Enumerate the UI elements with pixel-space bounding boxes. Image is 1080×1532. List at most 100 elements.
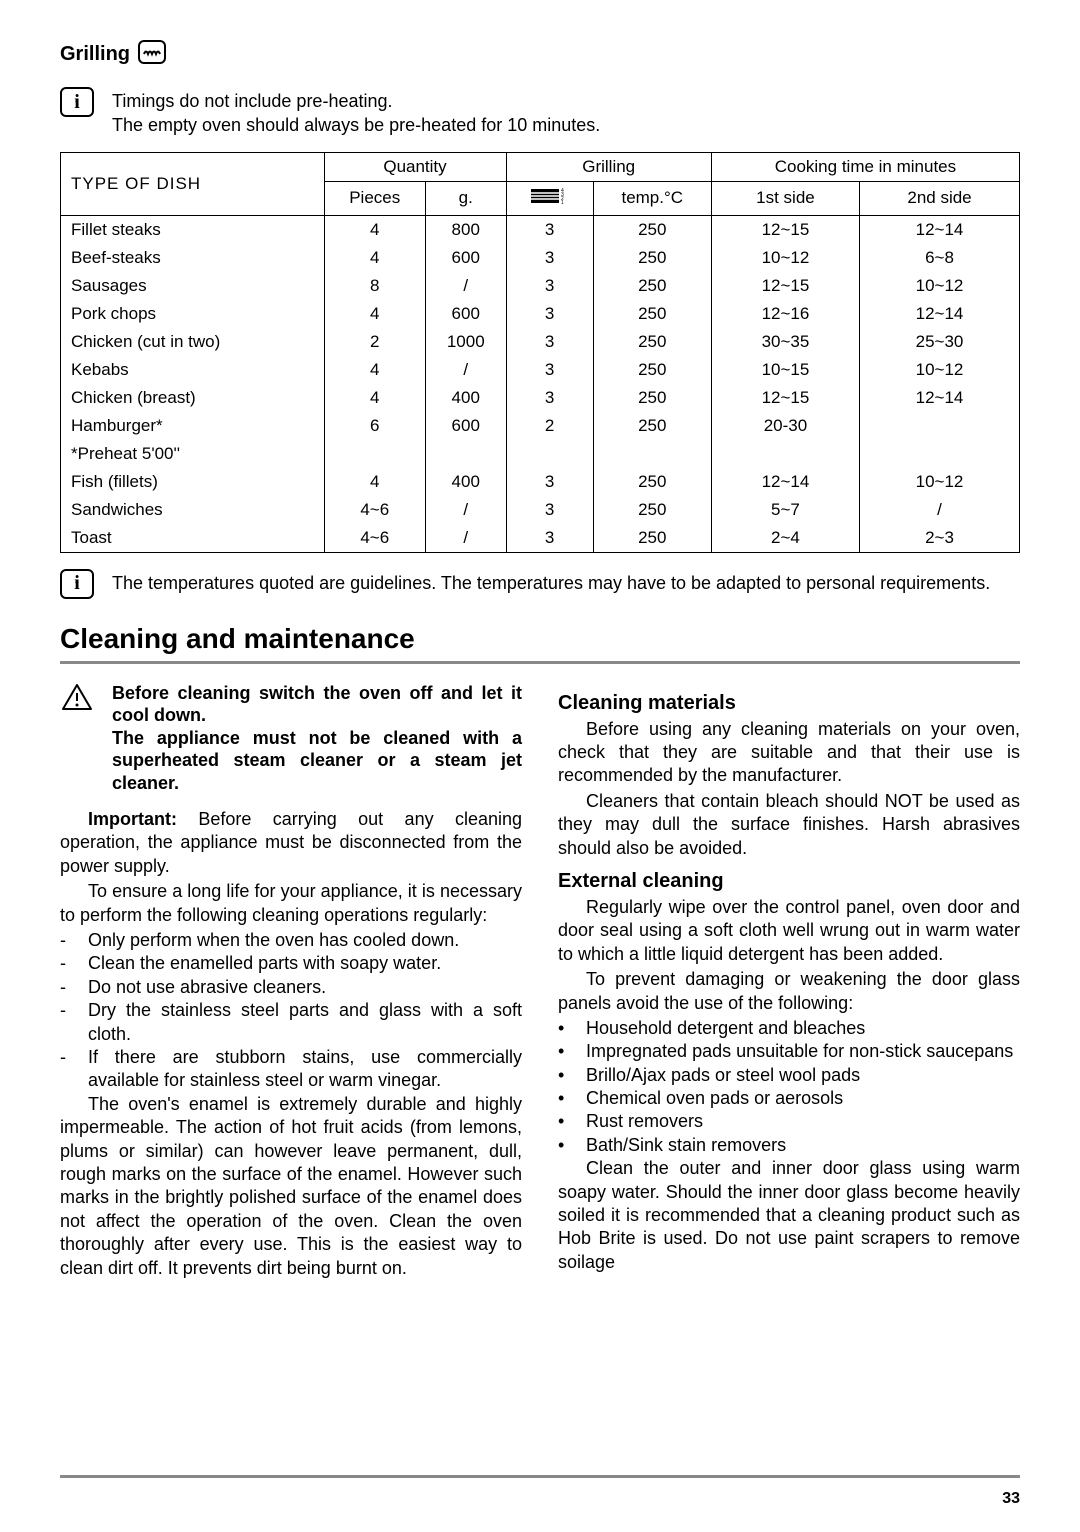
- table-row: Kebabs4/325010~1510~12: [61, 356, 1020, 384]
- info-icon: i: [60, 87, 94, 117]
- table-row: Sandwiches4~6/32505~7/: [61, 496, 1020, 524]
- table-cell: 10~12: [860, 272, 1020, 300]
- info-guidelines: i The temperatures quoted are guidelines…: [60, 569, 1020, 599]
- table-cell: 3: [506, 300, 593, 328]
- table-cell: 3: [506, 384, 593, 412]
- table-cell: 2~4: [711, 524, 859, 553]
- table-row: Fillet steaks4800325012~1512~14: [61, 215, 1020, 244]
- table-cell: 2~3: [860, 524, 1020, 553]
- col-right: Cleaning materials Before using any clea…: [558, 682, 1020, 1282]
- table-cell: 10~12: [711, 244, 859, 272]
- info-line1: Timings do not include pre-heating.: [112, 89, 600, 113]
- dash-list: Only perform when the oven has cooled do…: [60, 929, 522, 1093]
- table-cell: 250: [593, 244, 711, 272]
- table-cell: 400: [425, 384, 506, 412]
- table-cell: 12~14: [711, 468, 859, 496]
- table-cell: 3: [506, 468, 593, 496]
- warning-icon: [60, 682, 94, 712]
- table-cell: /: [425, 524, 506, 553]
- table-cell: 3: [506, 356, 593, 384]
- table-cell: [860, 440, 1020, 468]
- info-text: Timings do not include pre-heating. The …: [112, 87, 600, 138]
- table-cell: 3: [506, 328, 593, 356]
- th-grams: g.: [425, 181, 506, 215]
- list-item: Only perform when the oven has cooled do…: [60, 929, 522, 952]
- table-cell: 250: [593, 412, 711, 440]
- table-row: Chicken (breast)4400325012~1512~14: [61, 384, 1020, 412]
- table-cell: 12~15: [711, 384, 859, 412]
- table-cell: 4: [324, 384, 425, 412]
- bullet-list: Household detergent and bleachesImpregna…: [558, 1017, 1020, 1157]
- warning-text: Before cleaning switch the oven off and …: [112, 682, 522, 795]
- table-row: Fish (fillets)4400325012~1410~12: [61, 468, 1020, 496]
- table-cell: [324, 440, 425, 468]
- table-cell: 250: [593, 524, 711, 553]
- table-cell: /: [425, 356, 506, 384]
- enamel-para: The oven's enamel is extremely durable a…: [60, 1093, 522, 1280]
- table-cell: 6: [324, 412, 425, 440]
- list-item: Rust removers: [558, 1110, 1020, 1133]
- shelf-icon: 4 3 2 1: [529, 186, 571, 211]
- table-cell: 1000: [425, 328, 506, 356]
- table-cell: 3: [506, 496, 593, 524]
- table-cell: Fillet steaks: [61, 215, 325, 244]
- table-cell: 400: [425, 468, 506, 496]
- table-cell: 6~8: [860, 244, 1020, 272]
- table-cell: 4: [324, 244, 425, 272]
- table-row: Toast4~6/32502~42~3: [61, 524, 1020, 553]
- cm-p2: Cleaners that contain bleach should NOT …: [558, 790, 1020, 860]
- important-para: Important: Before carrying out any clean…: [60, 808, 522, 878]
- list-item: Household detergent and bleaches: [558, 1017, 1020, 1040]
- table-cell: Hamburger*: [61, 412, 325, 440]
- table-cell: 250: [593, 272, 711, 300]
- col-left: Before cleaning switch the oven off and …: [60, 682, 522, 1282]
- table-cell: Pork chops: [61, 300, 325, 328]
- table-cell: Sausages: [61, 272, 325, 300]
- cm-p1: Before using any cleaning materials on y…: [558, 718, 1020, 788]
- ec-p3: Clean the outer and inner door glass usi…: [558, 1157, 1020, 1274]
- table-cell: 3: [506, 272, 593, 300]
- table-cell: 2: [324, 328, 425, 356]
- th-temp: temp.°C: [593, 181, 711, 215]
- svg-text:1: 1: [561, 200, 564, 206]
- th-dish: TYPE OF DISH: [61, 152, 325, 215]
- table-cell: 12~14: [860, 384, 1020, 412]
- table-cell: Sandwiches: [61, 496, 325, 524]
- warning-block: Before cleaning switch the oven off and …: [60, 682, 522, 795]
- table-cell: 600: [425, 412, 506, 440]
- table-row: Sausages8/325012~1510~12: [61, 272, 1020, 300]
- maint-columns: Before cleaning switch the oven off and …: [60, 682, 1020, 1282]
- table-cell: Beef-steaks: [61, 244, 325, 272]
- info-line2: The empty oven should always be pre-heat…: [112, 113, 600, 137]
- ec-p2: To prevent damaging or weakening the doo…: [558, 968, 1020, 1015]
- table-cell: 250: [593, 215, 711, 244]
- maint-heading: Cleaning and maintenance: [60, 623, 1020, 655]
- table-cell: 250: [593, 468, 711, 496]
- table-cell: 10~12: [860, 356, 1020, 384]
- table-cell: 250: [593, 300, 711, 328]
- warn-line2: The appliance must not be cleaned with a…: [112, 727, 522, 795]
- th-side1: 1st side: [711, 181, 859, 215]
- table-cell: 4~6: [324, 524, 425, 553]
- table-cell: 12~14: [860, 300, 1020, 328]
- table-cell: 12~15: [711, 215, 859, 244]
- longlife-para: To ensure a long life for your appliance…: [60, 880, 522, 927]
- grilling-title: Grilling: [60, 43, 130, 66]
- table-cell: 600: [425, 244, 506, 272]
- table-cell: 2: [506, 412, 593, 440]
- table-cell: 30~35: [711, 328, 859, 356]
- info2-text: The temperatures quoted are guidelines. …: [112, 569, 990, 595]
- important-label: Important:: [88, 809, 177, 829]
- th-grilling: Grilling: [506, 152, 711, 181]
- table-cell: 8: [324, 272, 425, 300]
- table-cell: 600: [425, 300, 506, 328]
- table-cell: Fish (fillets): [61, 468, 325, 496]
- table-cell: 12~14: [860, 215, 1020, 244]
- table-cell: 3: [506, 244, 593, 272]
- info-preheat: i Timings do not include pre-heating. Th…: [60, 87, 1020, 138]
- page-number: 33: [1002, 1490, 1020, 1508]
- list-item: Clean the enamelled parts with soapy wat…: [60, 952, 522, 975]
- table-cell: 12~15: [711, 272, 859, 300]
- table-cell: Chicken (breast): [61, 384, 325, 412]
- table-row: *Preheat 5'00'': [61, 440, 1020, 468]
